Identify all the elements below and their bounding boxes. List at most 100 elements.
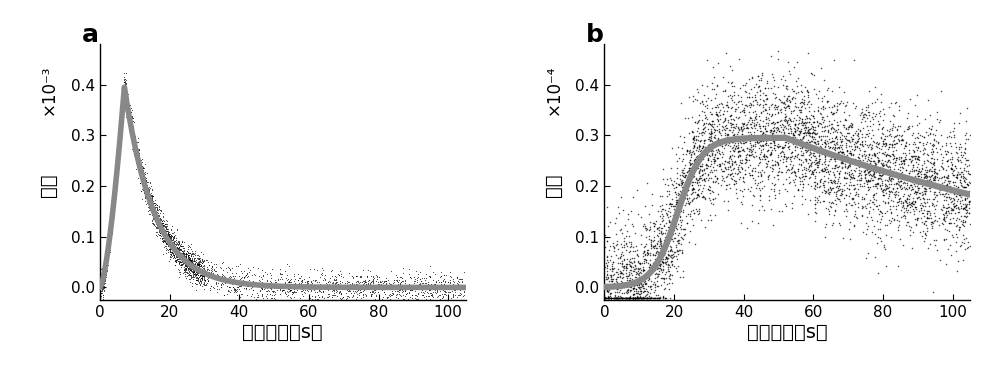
Point <box>162 240 178 246</box>
Point <box>100 253 116 258</box>
Point <box>843 150 859 156</box>
Point <box>642 262 658 268</box>
Point <box>383 283 399 288</box>
Point <box>213 265 229 271</box>
Point <box>234 280 250 286</box>
Point <box>135 187 151 193</box>
Point <box>605 284 621 290</box>
Point <box>744 125 760 131</box>
Point <box>129 148 145 154</box>
Point <box>168 245 184 251</box>
Point <box>827 128 843 134</box>
Point <box>137 171 153 177</box>
Point <box>927 175 943 180</box>
Point <box>926 170 942 176</box>
Point <box>889 180 905 186</box>
Point <box>841 186 857 191</box>
Point <box>363 273 379 279</box>
Point <box>399 282 415 288</box>
Point <box>618 240 634 246</box>
Point <box>905 195 921 201</box>
Point <box>360 286 376 292</box>
Point <box>599 295 615 300</box>
Point <box>236 298 252 303</box>
Point <box>287 280 303 286</box>
Point <box>957 184 973 190</box>
Point <box>137 161 153 167</box>
Point <box>628 295 644 300</box>
Point <box>782 156 798 162</box>
Point <box>909 217 925 223</box>
Point <box>299 279 315 285</box>
Point <box>695 171 711 177</box>
Point <box>839 148 855 154</box>
Point <box>821 104 837 109</box>
Point <box>809 195 825 201</box>
Point <box>397 288 413 294</box>
Point <box>705 141 721 146</box>
Point <box>185 274 201 280</box>
Point <box>783 136 799 142</box>
Point <box>631 281 647 287</box>
Point <box>160 232 176 238</box>
Point <box>910 135 926 141</box>
Point <box>696 176 712 182</box>
Point <box>144 202 160 208</box>
Point <box>803 163 819 169</box>
Point <box>389 291 405 296</box>
Point <box>810 95 826 101</box>
Point <box>797 122 813 128</box>
Point <box>100 255 116 261</box>
Point <box>174 255 190 261</box>
Point <box>803 125 819 131</box>
Point <box>107 188 123 194</box>
Point <box>886 113 902 119</box>
Point <box>159 236 175 242</box>
Point <box>918 172 934 178</box>
Point <box>388 292 404 298</box>
Point <box>622 287 638 293</box>
Point <box>784 86 800 92</box>
Point <box>139 191 155 197</box>
Point <box>952 193 968 198</box>
Point <box>810 162 826 168</box>
Point <box>182 279 198 285</box>
Point <box>623 287 639 293</box>
Point <box>668 191 684 197</box>
Point <box>116 74 132 80</box>
Point <box>900 163 916 168</box>
Point <box>284 290 300 295</box>
Point <box>960 244 976 250</box>
Point <box>120 102 136 108</box>
Point <box>743 149 759 155</box>
Point <box>167 258 183 264</box>
Point <box>931 119 947 125</box>
Point <box>196 277 212 283</box>
Point <box>610 274 626 280</box>
Point <box>132 168 148 174</box>
Point <box>96 272 112 278</box>
Point <box>161 239 177 244</box>
Point <box>166 250 182 255</box>
Point <box>253 274 269 280</box>
Point <box>170 245 186 251</box>
Point <box>913 174 929 180</box>
Point <box>910 153 926 159</box>
Point <box>826 57 842 63</box>
Point <box>711 129 727 135</box>
Point <box>133 171 149 177</box>
Point <box>710 139 726 145</box>
Point <box>657 250 673 256</box>
Point <box>805 171 821 177</box>
Point <box>738 135 754 141</box>
Point <box>98 256 114 262</box>
Point <box>162 246 178 252</box>
Point <box>878 185 894 191</box>
Point <box>824 111 840 117</box>
Point <box>188 259 204 265</box>
Point <box>876 141 892 147</box>
Point <box>691 152 707 158</box>
Point <box>899 202 915 208</box>
Point <box>140 191 156 197</box>
Point <box>947 140 963 146</box>
